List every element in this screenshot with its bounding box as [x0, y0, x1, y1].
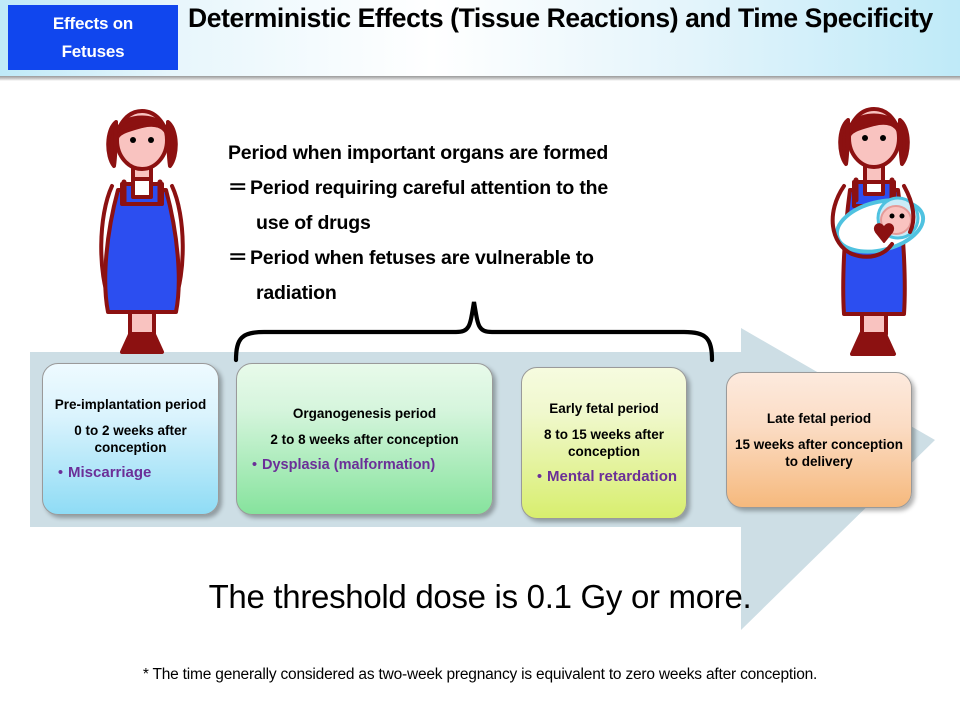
right-arm	[902, 184, 916, 234]
bullet-dot-icon: •	[57, 464, 64, 481]
intro-equation-row-2: ＝ Period when fetuses are vulnerable to	[228, 241, 728, 276]
bullet-dot-icon: •	[251, 455, 258, 473]
stage-box-pre-implantation[interactable]: Pre-implantation period 0 to 2 weeks aft…	[42, 363, 219, 515]
stage-bullet: • Mental retardation	[528, 468, 680, 486]
stage-bullet: • Miscarriage	[49, 464, 212, 482]
stage-subtitle: 0 to 2 weeks after conception	[74, 423, 187, 455]
intro-equation-row-1: ＝ Period requiring careful attention to …	[228, 171, 728, 206]
stage-bullet-label: Miscarriage	[68, 464, 152, 481]
hair-left	[838, 118, 850, 166]
left-eye	[130, 137, 136, 143]
threshold-statement: The threshold dose is 0.1 Gy or more.	[208, 578, 752, 615]
left-eye	[862, 135, 868, 141]
stage-bullet-label: Dysplasia (malformation)	[262, 456, 436, 473]
page-title: Deterministic Effects (Tissue Reactions)…	[188, 3, 933, 33]
stage-subtitle: 2 to 8 weeks after conception	[270, 431, 459, 447]
baby-right-eye	[899, 213, 905, 219]
stage-bullet-label: Mental retardation	[547, 468, 678, 485]
footnote: * The time generally considered as two-w…	[142, 666, 818, 683]
bullet-dot-icon: •	[536, 468, 543, 485]
heart-icon	[874, 223, 894, 243]
mother-with-baby-figure	[830, 107, 926, 356]
section-badge: Effects on Fetuses	[8, 5, 178, 70]
intro-line-3b: radiation	[256, 282, 337, 304]
equals-sign-icon: ＝	[228, 247, 248, 269]
stage-box-late-fetal[interactable]: Late fetal period 15 weeks after concept…	[726, 372, 912, 508]
section-badge-line2: Fetuses	[61, 41, 125, 61]
pregnant-woman-figure	[99, 109, 185, 354]
hair-left	[106, 120, 118, 168]
section-badge-line1: Effects on	[52, 13, 134, 33]
stage-title: Organogenesis period	[292, 405, 437, 421]
equals-sign-icon: ＝	[228, 177, 248, 199]
hair-top	[113, 115, 171, 142]
stage-subtitle: 8 to 15 weeks after conception	[543, 427, 665, 459]
right-eye	[880, 135, 886, 141]
header-underline-divider	[0, 76, 960, 81]
hair-right	[166, 120, 178, 168]
dress-shape	[103, 188, 181, 314]
stage-title: Late fetal period	[766, 411, 872, 426]
intro-line-3a: Period when fetuses are vulnerable to	[250, 247, 594, 269]
stage-box-organogenesis[interactable]: Organogenesis period 2 to 8 weeks after …	[236, 363, 493, 515]
baby-left-eye	[889, 213, 895, 219]
intro-line-2a: Period requiring careful attention to th…	[250, 177, 608, 199]
organogenesis-to-early-fetal-brace	[233, 301, 715, 363]
shirt-patch	[131, 177, 153, 199]
brace-path	[233, 301, 715, 363]
stage-subtitle: 15 weeks after conception to delivery	[734, 437, 904, 469]
stage-title: Pre-implantation period	[54, 397, 207, 412]
intro-line-2b: use of drugs	[256, 212, 371, 234]
hair-right	[898, 118, 910, 166]
stage-box-early-fetal[interactable]: Early fetal period 8 to 15 weeks after c…	[521, 367, 687, 519]
intro-text-block: Period when important organs are formed …	[228, 136, 728, 311]
intro-line-1: Period when important organs are formed	[228, 142, 609, 164]
stage-title: Early fetal period	[549, 401, 659, 416]
hair-top	[845, 113, 903, 140]
left-arm	[830, 184, 894, 259]
stage-bullet: • Dysplasia (malformation)	[243, 456, 486, 474]
right-eye	[148, 137, 154, 143]
